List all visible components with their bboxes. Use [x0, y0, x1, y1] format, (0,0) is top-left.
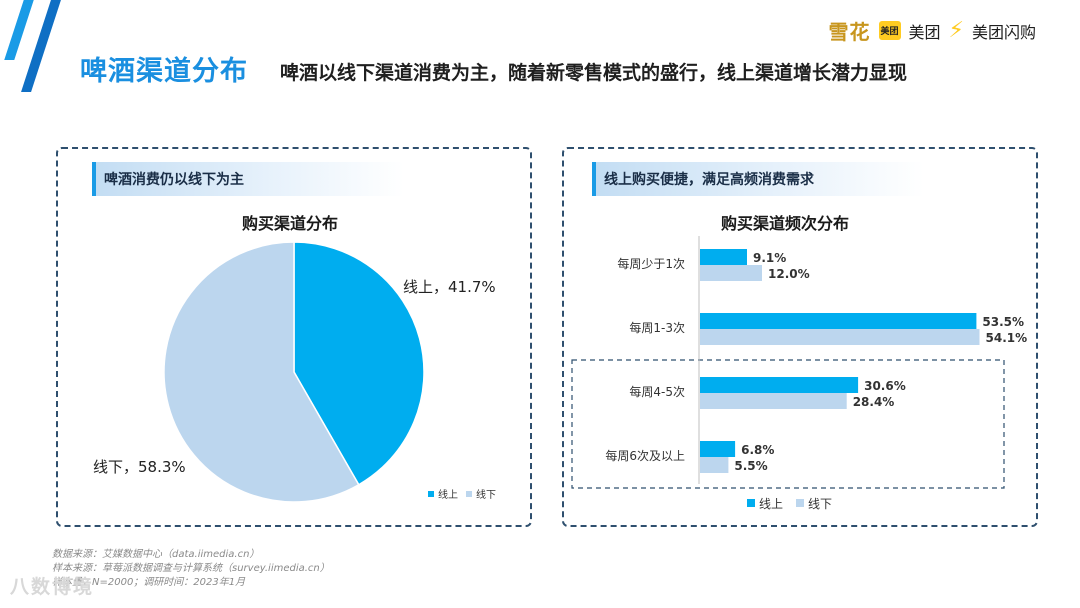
- bar-value-label: 9.1%: [753, 251, 786, 265]
- bar-value-label: 6.8%: [741, 443, 774, 457]
- bar-value-label: 30.6%: [864, 379, 906, 393]
- bar-chart-title: 购买渠道频次分布: [721, 214, 850, 233]
- bar-chart: 每周少于1次 9.1% 12.0% 每周1-3次 53.5% 54.1% 每周4-5次 30.…: [571, 236, 1028, 511]
- right-panel-banner: 线上购买便捷，满足高频消费需求: [592, 162, 924, 196]
- bar-online: [700, 377, 859, 393]
- bar-offline: [700, 265, 762, 281]
- left-panel-banner: 啤酒消费仍以线下为主: [92, 162, 404, 196]
- bar-online: [700, 441, 736, 457]
- bar-offline: [700, 329, 980, 345]
- footer-source-3: 样本量：N=2000；调研时间：2023年1月: [52, 577, 246, 588]
- bar-value-label: 28.4%: [853, 395, 895, 409]
- footer-source-1: 数据来源：艾媒数据中心（data.iimedia.cn）: [52, 549, 260, 560]
- bar-online: [700, 313, 977, 329]
- meituan-logo: 美团: [908, 22, 941, 42]
- shangou-logo: 美团闪购: [971, 22, 1036, 42]
- bar-value-label: 54.1%: [986, 331, 1028, 345]
- legend-label-online: 线上: [759, 497, 783, 511]
- footer-source-2: 样本来源：草莓派数据调查与计算系统（survey.iimedia.cn）: [52, 563, 330, 574]
- legend-swatch-offline: [466, 491, 472, 497]
- category-label: 每周4-5次: [629, 384, 685, 399]
- decor-stripe: [4, 0, 34, 60]
- page-subtitle: 啤酒以线下渠道消费为主，随着新零售模式的盛行，线上渠道增长潜力显现: [280, 62, 908, 84]
- legend-swatch-online: [747, 499, 755, 507]
- legend-label-online: 线上: [438, 488, 458, 501]
- bar-offline: [700, 457, 729, 473]
- category-label: 每周少于1次: [617, 256, 685, 271]
- bar-online: [700, 249, 747, 265]
- watermark: 八数博境: [10, 576, 95, 598]
- lightning-icon: ⚡: [948, 18, 964, 43]
- pie-slice-offline: [163, 241, 360, 503]
- xuehua-logo: 雪花: [828, 20, 871, 44]
- bar-offline: [700, 393, 847, 409]
- pie-slice-online: [293, 241, 425, 486]
- bar-value-label: 5.5%: [734, 459, 767, 473]
- brand-logos: 雪花 美团 美团 ⚡ 美团闪购: [829, 16, 1037, 45]
- legend-swatch-online: [428, 491, 434, 497]
- highlight-box: [571, 359, 1005, 489]
- legend-swatch-offline: [796, 499, 804, 507]
- pie-label-online: 线上，41.7%: [403, 278, 496, 296]
- bar-value-label: 12.0%: [768, 267, 810, 281]
- category-label: 每周1-3次: [629, 320, 685, 335]
- legend-label-offline: 线下: [476, 488, 496, 501]
- meituan-badge-icon: 美团: [878, 21, 901, 40]
- category-label: 每周6次及以上: [605, 448, 685, 463]
- pie-label-offline: 线下，58.3%: [93, 458, 186, 476]
- legend-label-offline: 线下: [808, 497, 832, 511]
- pie-chart: 线上，41.7% 线下，58.3% 线上 线下: [93, 241, 496, 503]
- pie-chart-title: 购买渠道分布: [242, 214, 339, 233]
- left-panel: [56, 147, 532, 527]
- right-panel: [562, 147, 1038, 527]
- bar-value-label: 53.5%: [982, 315, 1024, 329]
- page-title: 啤酒渠道分布: [80, 56, 248, 87]
